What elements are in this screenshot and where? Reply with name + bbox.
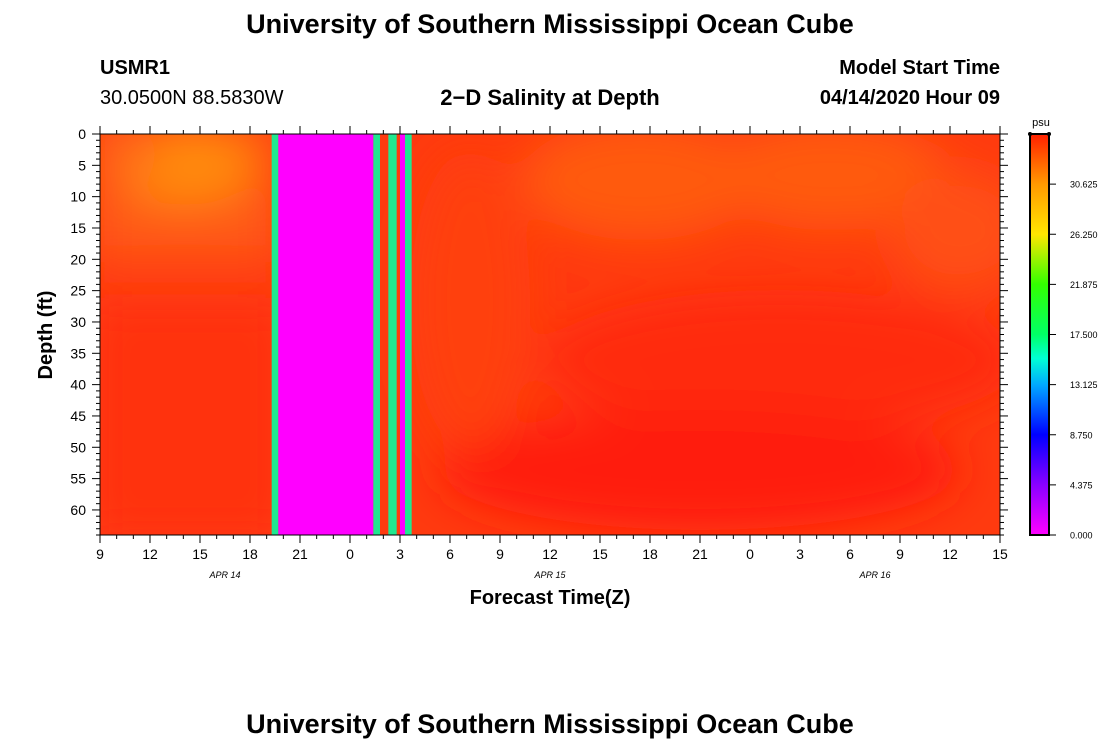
- x-tick-label: 18: [642, 546, 658, 562]
- x-tick-label: 9: [896, 546, 904, 562]
- y-axis-label: Depth (ft): [35, 291, 57, 380]
- x-tick-label: 12: [542, 546, 558, 562]
- x-date-label: APR 16: [858, 570, 890, 580]
- data-column-0: [271, 134, 279, 535]
- data-column-1: [278, 134, 374, 535]
- y-tick-label: 5: [78, 157, 86, 173]
- x-tick-label: 21: [292, 546, 308, 562]
- x-tick-label: 15: [192, 546, 208, 562]
- data-columns: [271, 134, 412, 535]
- x-tick-label: 3: [396, 546, 404, 562]
- y-tick-label: 20: [70, 251, 86, 267]
- colorbar-tick-label: 26.250: [1070, 230, 1098, 240]
- y-tick-label: 50: [70, 439, 86, 455]
- x-tick-label: 21: [692, 546, 708, 562]
- station-coordinates: 30.0500N 88.5830W: [100, 87, 284, 109]
- x-tick-label: 6: [846, 546, 854, 562]
- x-tick-label: 0: [346, 546, 354, 562]
- model-start-time: 04/14/2020 Hour 09: [819, 87, 1000, 109]
- x-tick-label: 12: [942, 546, 958, 562]
- y-tick-label: 35: [70, 345, 86, 361]
- x-tick-label: 9: [96, 546, 104, 562]
- x-tick-label: 15: [992, 546, 1008, 562]
- y-tick-label: 10: [70, 189, 86, 205]
- model-start-label: Model Start Time: [839, 57, 1000, 79]
- colorbar-tick-label: 17.500: [1070, 330, 1098, 340]
- colorbar-tick-label: 21.875: [1070, 280, 1098, 290]
- colorbar-gradient: [1029, 133, 1050, 536]
- heatmap-field: [100, 134, 1000, 535]
- colorbar-tick-label: 13.125: [1070, 380, 1098, 390]
- y-tick-label: 15: [70, 220, 86, 236]
- y-tick-label: 30: [70, 314, 86, 330]
- y-tick-label: 55: [70, 471, 86, 487]
- x-tick-label: 18: [242, 546, 258, 562]
- y-tick-label: 60: [70, 502, 86, 518]
- data-column-4: [400, 134, 405, 535]
- x-date-label: APR 14: [208, 570, 240, 580]
- y-tick-label: 45: [70, 408, 86, 424]
- colorbar-tick-label: 8.750: [1070, 430, 1093, 440]
- x-axis-label: Forecast Time(Z): [470, 587, 631, 609]
- colorbar-tick-label: 30.625: [1070, 180, 1098, 190]
- y-tick-label: 25: [70, 283, 86, 299]
- x-tick-label: 6: [446, 546, 454, 562]
- plot-title: 2−D Salinity at Depth: [440, 85, 660, 110]
- y-axis: 0 5 10 15 20 25 30 35 40 45 50 55 60: [70, 126, 1008, 536]
- page-title-bottom: University of Southern Mississippi Ocean…: [246, 709, 854, 739]
- x-tick-label: 12: [142, 546, 158, 562]
- y-tick-label: 0: [78, 126, 86, 142]
- colorbar-tick-label: 4.375: [1070, 480, 1093, 490]
- data-column-5: [405, 134, 412, 535]
- x-tick-label: 15: [592, 546, 608, 562]
- station-id: USMR1: [100, 57, 171, 79]
- x-date-label: APR 15: [533, 570, 566, 580]
- x-tick-label: 3: [796, 546, 804, 562]
- y-tick-label: 40: [70, 377, 86, 393]
- colorbar-corner-marker: [1028, 132, 1032, 136]
- data-column-3: [388, 134, 397, 535]
- x-tick-label: 0: [746, 546, 754, 562]
- data-column-2: [373, 134, 380, 535]
- page-title-top: University of Southern Mississippi Ocean…: [246, 9, 854, 39]
- colorbar-corner-marker: [1047, 132, 1051, 136]
- colorbar-tick-label: 0.000: [1070, 531, 1093, 541]
- colorbar-units: psu: [1032, 117, 1050, 129]
- colorbar: psu 0.000 4.375 8.750 13.125 17.500 21.875 26.…: [1028, 117, 1098, 541]
- x-tick-label: 9: [496, 546, 504, 562]
